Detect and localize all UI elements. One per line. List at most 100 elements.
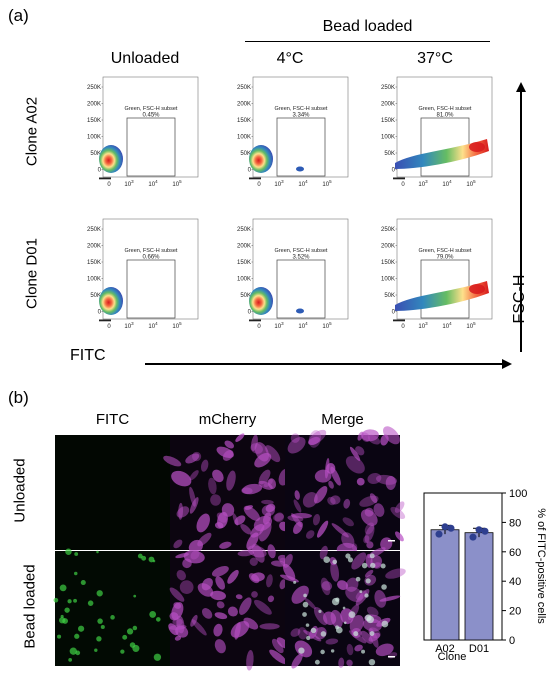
y-tick-label: 0 xyxy=(248,168,252,174)
plot-frame xyxy=(252,218,349,320)
column-header-unloaded: Unloaded xyxy=(110,50,180,67)
x-tick-exponent: 5 xyxy=(179,321,182,326)
x-tick-exponent: 4 xyxy=(305,321,308,326)
population-blob xyxy=(99,287,123,315)
bead-loaded-header-line xyxy=(245,41,490,42)
bead-loaded-header: Bead loaded xyxy=(322,18,413,35)
bar-y-tick-label: 100 xyxy=(509,488,527,500)
data-point xyxy=(447,524,455,532)
x-tick-label: 104 xyxy=(442,321,452,330)
bar-y-tick-label: 0 xyxy=(509,635,515,647)
bar xyxy=(464,532,494,641)
gate-title: Green, FSC-H subset xyxy=(419,106,472,112)
x-tick-exponent: 3 xyxy=(281,179,284,184)
bar-y-tick-label: 20 xyxy=(509,606,521,618)
bar-chart-x-label: Clone xyxy=(438,651,467,663)
population-core xyxy=(469,142,485,152)
y-tick-label: 200K xyxy=(237,244,251,250)
x-tick-label: 103 xyxy=(274,179,284,188)
y-tick-label: 50K xyxy=(384,151,395,157)
y-tick-label: 150K xyxy=(381,118,395,124)
y-tick-label: 150K xyxy=(87,260,101,266)
micro-col-mcherry: mCherry xyxy=(198,411,257,428)
flow-cytometry-grid: 250K 200K 150K 100K 50K 0 0 103 104 105 Green, FSC… xyxy=(87,76,526,369)
y-tick-label: 250K xyxy=(237,227,251,233)
x-tick-exponent: 5 xyxy=(329,179,332,184)
y-tick-label: 100K xyxy=(87,135,101,141)
y-tick-label: 250K xyxy=(87,227,101,233)
x-tick-label: 104 xyxy=(148,321,158,330)
population-core xyxy=(469,284,485,294)
x-axis-label-fitc: FITC xyxy=(70,347,106,364)
flow-plot: 250K 200K 150K 100K 50K 0 0 103 104 105 Green, FSC… xyxy=(381,76,493,188)
x-tick-exponent: 4 xyxy=(155,321,158,326)
y-tick-label: 200K xyxy=(237,102,251,108)
x-tick-label: 105 xyxy=(466,321,476,330)
y-tick-label: 100K xyxy=(381,135,395,141)
y-tick-label: 250K xyxy=(381,227,395,233)
gate-title: Green, FSC-H subset xyxy=(419,248,472,254)
x-tick-exponent: 3 xyxy=(131,321,134,326)
flow-plot: 250K 200K 150K 100K 50K 0 0 103 104 105 Green, FSC… xyxy=(237,218,349,330)
gate-title: Green, FSC-H subset xyxy=(125,106,178,112)
y-tick-label: 0 xyxy=(392,310,396,316)
y-tick-label: 150K xyxy=(87,118,101,124)
x-tick-exponent: 3 xyxy=(425,179,428,184)
gate-percent: 3.34% xyxy=(292,113,310,119)
data-point xyxy=(475,526,483,534)
flow-plot: 250K 200K 150K 100K 50K 0 0 103 104 105 Green, FSC… xyxy=(87,218,199,330)
x-tick-label: 105 xyxy=(466,179,476,188)
flow-plot: 250K 200K 150K 100K 50K 0 0 103 104 105 Green, FSC… xyxy=(381,218,493,330)
bar-y-tick-label: 60 xyxy=(509,547,521,559)
population-streak xyxy=(395,281,489,311)
x-tick-label: 0 xyxy=(401,182,405,188)
micro-col-fitc: FITC xyxy=(95,411,130,428)
gate-percent: 3.52% xyxy=(292,255,310,261)
y-tick-label: 250K xyxy=(87,85,101,91)
population-blob xyxy=(99,145,123,173)
x-tick-label: 103 xyxy=(124,179,134,188)
y-tick-label: 150K xyxy=(381,260,395,266)
x-tick-label: 0 xyxy=(107,324,111,330)
bar-chart-y-label: % of FITC-positive cells xyxy=(535,508,547,624)
x-tick-exponent: 5 xyxy=(473,321,476,326)
x-tick-exponent: 4 xyxy=(449,179,452,184)
x-tick-label: 104 xyxy=(298,321,308,330)
x-tick-exponent: 3 xyxy=(425,321,428,326)
flow-plot: 250K 200K 150K 100K 50K 0 0 103 104 105 Green, FSC… xyxy=(237,76,349,188)
column-header-4c: 4°C xyxy=(276,50,304,67)
gate-title: Green, FSC-H subset xyxy=(125,248,178,254)
data-point xyxy=(469,533,477,541)
x-tick-exponent: 4 xyxy=(449,321,452,326)
data-point xyxy=(435,530,443,538)
gate-title: Green, FSC-H subset xyxy=(275,106,328,112)
data-point xyxy=(481,527,489,535)
y-tick-label: 0 xyxy=(248,310,252,316)
panel-b-label: (b) xyxy=(8,388,29,407)
population-small xyxy=(296,308,304,314)
x-tick-exponent: 5 xyxy=(179,179,182,184)
y-tick-label: 50K xyxy=(90,151,101,157)
bar-category-label: D01 xyxy=(469,643,489,655)
column-header-37c: 37°C xyxy=(417,50,453,67)
x-tick-label: 103 xyxy=(124,321,134,330)
y-tick-label: 100K xyxy=(87,277,101,283)
gate-percent: 81.0% xyxy=(436,113,454,119)
x-tick-label: 105 xyxy=(172,321,182,330)
axis-ticks-bar xyxy=(99,177,111,180)
bar-y-tick-label: 40 xyxy=(509,576,521,588)
axis-ticks-bar xyxy=(393,177,405,180)
x-tick-label: 0 xyxy=(257,324,261,330)
gate-box xyxy=(126,117,176,177)
axis-ticks-bar xyxy=(249,319,261,322)
y-tick-label: 0 xyxy=(98,310,102,316)
population-small xyxy=(296,166,304,172)
x-tick-label: 105 xyxy=(322,321,332,330)
x-tick-exponent: 3 xyxy=(131,179,134,184)
axis-ticks-bar xyxy=(249,177,261,180)
fitc-arrow-head xyxy=(502,359,512,369)
y-tick-label: 150K xyxy=(237,260,251,266)
x-tick-label: 103 xyxy=(418,179,428,188)
y-tick-label: 0 xyxy=(98,168,102,174)
